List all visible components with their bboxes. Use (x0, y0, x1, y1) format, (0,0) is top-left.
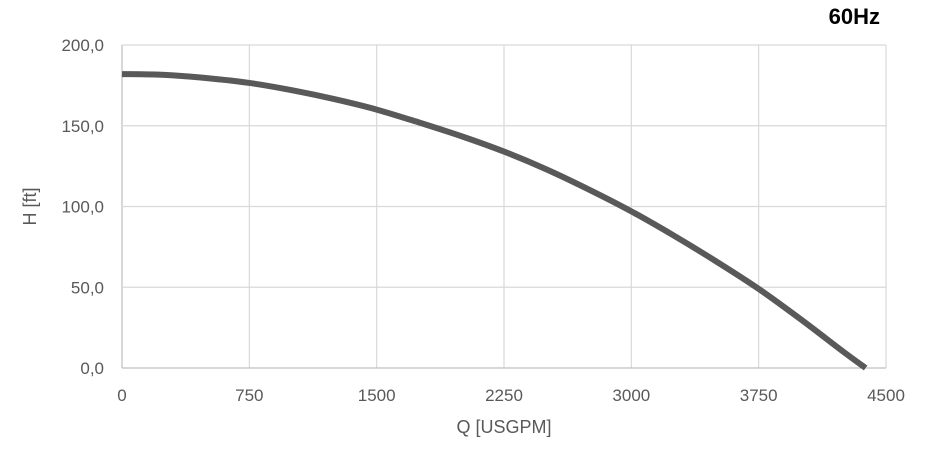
x-tick-label: 0 (117, 386, 126, 405)
x-tick-label: 2250 (485, 386, 523, 405)
x-axis-label: Q [USGPM] (456, 417, 551, 437)
y-tick-label: 200,0 (61, 36, 104, 55)
y-tick-label: 100,0 (61, 198, 104, 217)
x-tick-label: 750 (235, 386, 263, 405)
series-layer (121, 71, 868, 371)
x-tick-label: 3750 (740, 386, 778, 405)
frequency-label: 60Hz (828, 4, 880, 29)
y-axis-label: H [ft] (20, 187, 40, 225)
y-tick-label: 150,0 (61, 117, 104, 136)
frequency-label-box: 60Hz (829, 4, 880, 30)
y-tick-label: 0,0 (80, 359, 104, 378)
grid-lines (121, 44, 887, 369)
x-tick-label: 4500 (867, 386, 905, 405)
x-tick-label: 1500 (358, 386, 396, 405)
tick-labels: 0 750 1500 2250 3000 3750 4500 0,0 50,0 100,0 150,… (61, 36, 904, 405)
y-tick-label: 50,0 (71, 278, 104, 297)
pump-curve-line (121, 71, 868, 371)
x-tick-label: 3000 (612, 386, 650, 405)
